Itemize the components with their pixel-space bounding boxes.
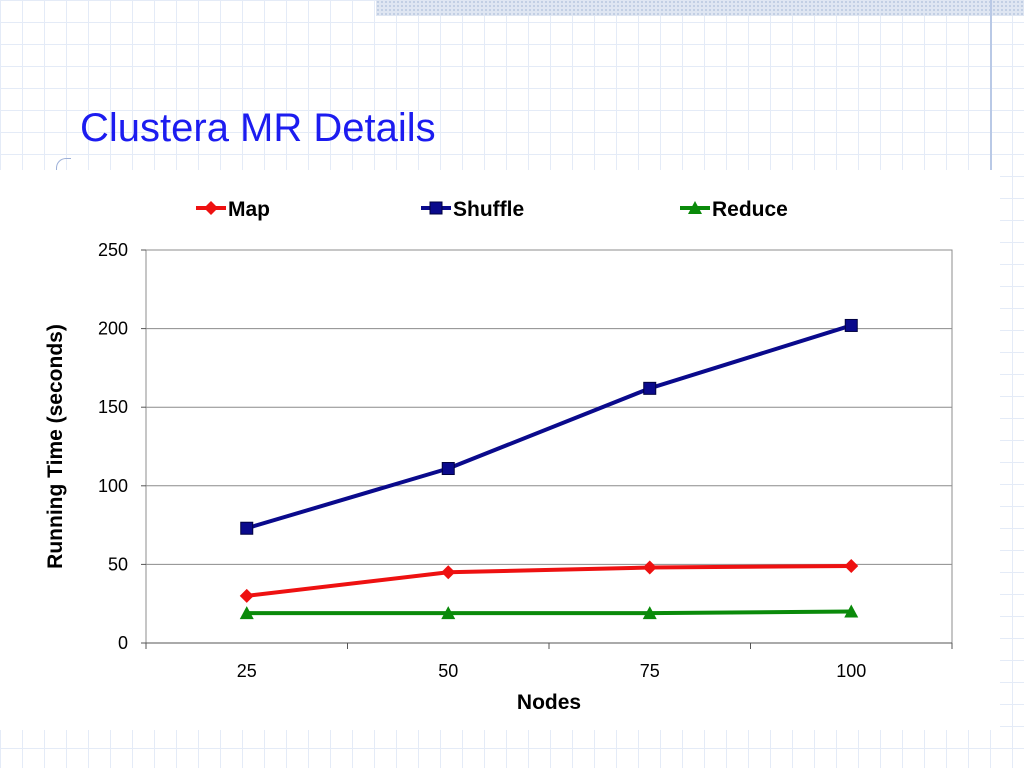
x-tick-label: 75: [640, 661, 660, 681]
data-point-map: [441, 565, 456, 580]
y-tick-label: 150: [98, 397, 128, 417]
chart-area: 0 50 100 150 200 250 25 50 75 100 Nodes Running Tim…: [0, 170, 1000, 730]
data-point-map: [844, 558, 859, 573]
legend-label-shuffle: Shuffle: [453, 198, 524, 221]
legend-label-reduce: Reduce: [712, 198, 788, 221]
decorative-title-hook: [56, 158, 71, 173]
x-tick-label: 50: [438, 661, 458, 681]
y-tick-label: 100: [98, 476, 128, 496]
y-tick-label: 50: [108, 554, 128, 574]
x-tick-label: 25: [237, 661, 257, 681]
line-chart: 0 50 100 150 200 250 25 50 75 100 Nodes Running Tim…: [44, 198, 953, 714]
plot-area-border: [145, 249, 953, 644]
data-point-reduce: [844, 604, 859, 618]
y-axis-title: Running Time (seconds): [44, 324, 67, 569]
slide-title: Clustera MR Details: [80, 106, 436, 150]
decorative-top-band: [376, 0, 1024, 16]
data-point-shuffle: [441, 462, 455, 476]
x-axis-title: Nodes: [517, 691, 581, 714]
data-point-map: [239, 588, 254, 603]
data-point-shuffle: [643, 381, 657, 395]
y-tick-label: 200: [98, 319, 128, 339]
data-point-reduce: [239, 606, 254, 620]
data-point-map: [642, 560, 657, 575]
data-point-reduce: [441, 606, 456, 620]
y-tick-label: 0: [118, 633, 128, 653]
data-point-shuffle: [844, 318, 858, 332]
series-line-reduce: [246, 609, 852, 616]
legend-marker-map: [204, 201, 218, 215]
series-line-shuffle: [246, 323, 852, 531]
data-point-reduce: [642, 606, 657, 620]
legend-marker-shuffle: [429, 201, 443, 215]
decorative-right-rule: [990, 0, 992, 264]
legend-label-map: Map: [228, 198, 270, 221]
x-tick-label: 100: [836, 661, 866, 681]
legend-marker-reduce: [688, 201, 702, 214]
data-point-shuffle: [240, 521, 254, 535]
y-tick-label: 250: [98, 240, 128, 260]
series-line-map: [246, 563, 852, 598]
